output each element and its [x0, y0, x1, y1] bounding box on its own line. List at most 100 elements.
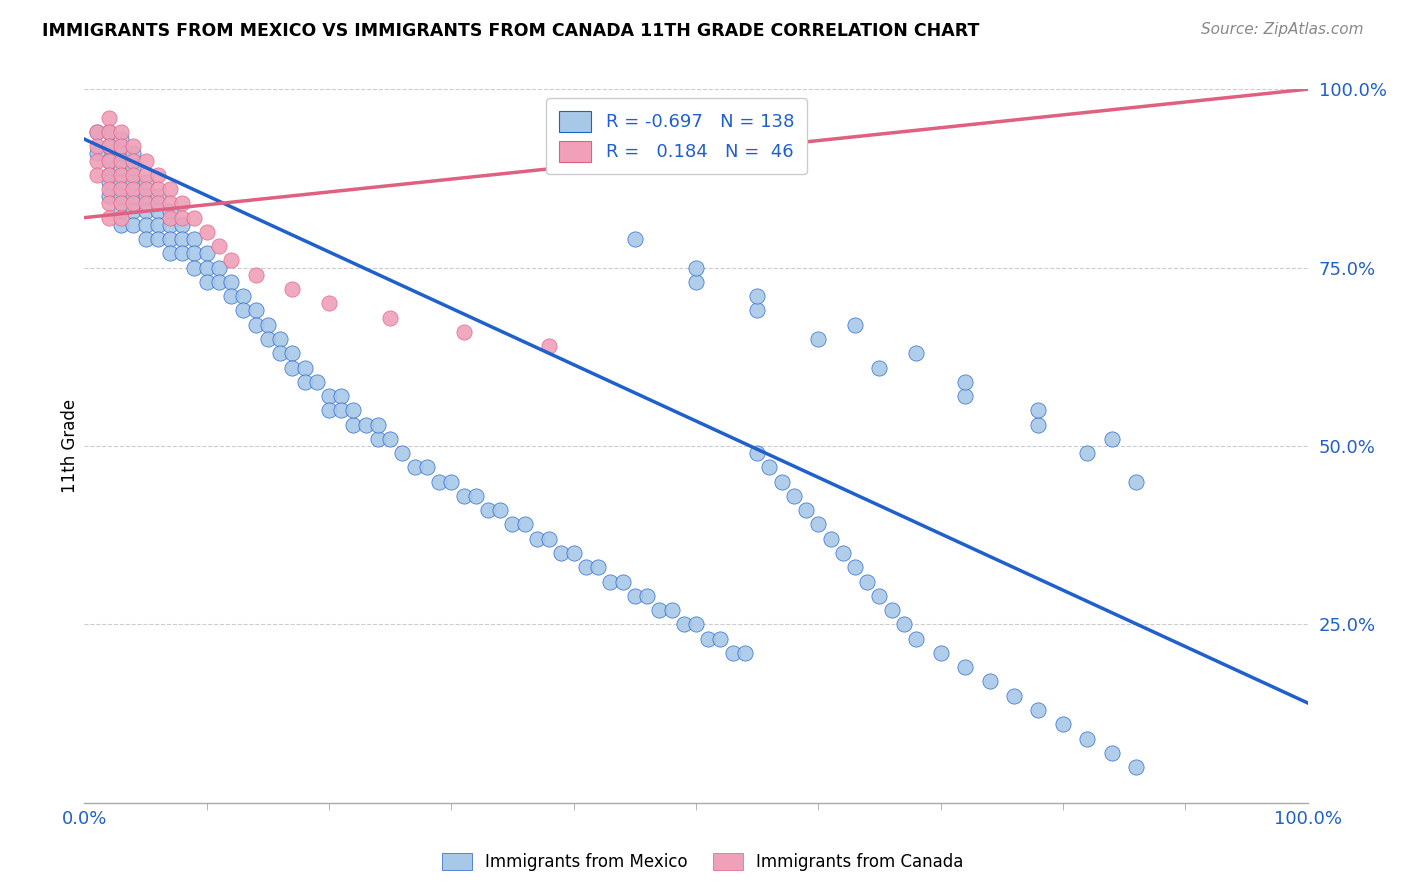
Point [146, 196, 169, 211]
Text: IMMIGRANTS FROM MEXICO VS IMMIGRANTS FROM CANADA 11TH GRADE CORRELATION CHART: IMMIGRANTS FROM MEXICO VS IMMIGRANTS FRO… [42, 22, 980, 40]
Point [97, 139, 120, 153]
Point [110, 211, 132, 225]
Point [416, 460, 439, 475]
Point [747, 446, 769, 460]
Point [97, 196, 120, 211]
Point [281, 360, 304, 375]
Point [86, 125, 108, 139]
Point [146, 218, 169, 232]
Point [110, 153, 132, 168]
Point [97, 168, 120, 182]
Point [183, 211, 205, 225]
Point [135, 175, 157, 189]
Point [869, 360, 891, 375]
Point [122, 168, 145, 182]
Point [146, 203, 169, 218]
Point [135, 203, 157, 218]
Point [807, 517, 830, 532]
Point [135, 182, 157, 196]
Point [135, 232, 157, 246]
Point [110, 203, 132, 218]
Point [391, 446, 413, 460]
Point [245, 318, 267, 332]
Point [979, 674, 1001, 689]
Point [893, 617, 915, 632]
Point [586, 560, 609, 574]
Point [208, 275, 231, 289]
Point [538, 532, 561, 546]
Point [110, 139, 132, 153]
Point [318, 403, 340, 417]
Point [685, 260, 707, 275]
Point [122, 189, 145, 203]
Point [159, 218, 181, 232]
Point [110, 161, 132, 175]
Point [685, 617, 707, 632]
Point [305, 375, 328, 389]
Point [122, 203, 145, 218]
Point [86, 168, 108, 182]
Point [159, 211, 181, 225]
Point [453, 325, 475, 339]
Point [110, 218, 132, 232]
Point [709, 632, 731, 646]
Point [208, 260, 231, 275]
Point [636, 589, 658, 603]
Point [1076, 446, 1098, 460]
Legend: Immigrants from Mexico, Immigrants from Canada: Immigrants from Mexico, Immigrants from … [434, 845, 972, 880]
Point [380, 310, 402, 325]
Point [195, 246, 218, 260]
Point [232, 289, 254, 303]
Point [953, 389, 976, 403]
Point [562, 546, 585, 560]
Point [159, 196, 181, 211]
Point [318, 389, 340, 403]
Point [159, 182, 181, 196]
Point [294, 375, 316, 389]
Point [110, 189, 132, 203]
Point [172, 211, 194, 225]
Point [844, 560, 866, 574]
Point [513, 517, 536, 532]
Point [97, 182, 120, 196]
Point [330, 389, 353, 403]
Point [257, 332, 280, 346]
Legend: R = -0.697   N = 138, R =   0.184   N =  46: R = -0.697 N = 138, R = 0.184 N = 46 [546, 98, 807, 174]
Point [183, 246, 205, 260]
Point [195, 225, 218, 239]
Point [146, 232, 169, 246]
Point [269, 346, 291, 360]
Point [86, 146, 108, 161]
Point [844, 318, 866, 332]
Point [122, 139, 145, 153]
Point [195, 260, 218, 275]
Point [294, 360, 316, 375]
Point [135, 153, 157, 168]
Point [97, 175, 120, 189]
Point [122, 182, 145, 196]
Point [97, 111, 120, 125]
Y-axis label: 11th Grade: 11th Grade [62, 399, 80, 493]
Point [747, 289, 769, 303]
Point [97, 153, 120, 168]
Point [269, 332, 291, 346]
Point [219, 253, 242, 268]
Point [856, 574, 879, 589]
Point [672, 617, 695, 632]
Point [146, 168, 169, 182]
Point [110, 182, 132, 196]
Point [427, 475, 450, 489]
Point [122, 218, 145, 232]
Point [219, 275, 242, 289]
Point [135, 218, 157, 232]
Text: Source: ZipAtlas.com: Source: ZipAtlas.com [1201, 22, 1364, 37]
Point [183, 232, 205, 246]
Point [538, 339, 561, 353]
Point [281, 346, 304, 360]
Point [159, 232, 181, 246]
Point [97, 125, 120, 139]
Point [880, 603, 903, 617]
Point [929, 646, 952, 660]
Point [122, 161, 145, 175]
Point [1052, 717, 1074, 731]
